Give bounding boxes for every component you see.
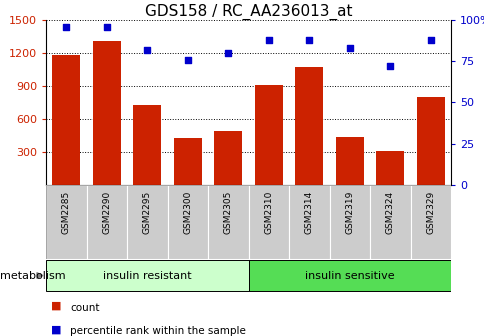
Text: GSM2324: GSM2324	[385, 191, 394, 234]
Point	[264, 37, 272, 43]
Title: GDS158 / RC_AA236013_at: GDS158 / RC_AA236013_at	[145, 4, 351, 20]
Text: ■: ■	[51, 325, 61, 335]
Text: GSM2310: GSM2310	[264, 191, 273, 234]
Point	[386, 64, 393, 69]
Text: ■: ■	[51, 301, 61, 311]
Bar	[214, 131, 242, 185]
Text: GSM2285: GSM2285	[61, 191, 71, 234]
Text: count: count	[70, 303, 100, 313]
Bar	[86, 185, 127, 259]
Bar	[133, 105, 161, 185]
Bar	[416, 97, 444, 185]
Bar	[46, 260, 248, 291]
Text: GSM2329: GSM2329	[425, 191, 435, 234]
Text: GSM2290: GSM2290	[102, 191, 111, 234]
Bar	[248, 260, 450, 291]
Bar	[248, 185, 288, 259]
Point	[62, 24, 70, 30]
Bar	[208, 185, 248, 259]
Point	[183, 57, 191, 62]
Bar	[52, 55, 80, 185]
Text: percentile rank within the sample: percentile rank within the sample	[70, 326, 246, 336]
Bar	[369, 185, 409, 259]
Text: GSM2300: GSM2300	[183, 191, 192, 234]
Point	[426, 37, 434, 43]
Bar	[335, 136, 363, 185]
Point	[143, 47, 151, 52]
Point	[305, 37, 313, 43]
Bar	[329, 185, 369, 259]
Text: GSM2319: GSM2319	[345, 191, 354, 234]
Bar	[173, 138, 201, 185]
Bar	[295, 67, 323, 185]
Bar	[127, 185, 167, 259]
Point	[345, 45, 353, 51]
Bar	[288, 185, 329, 259]
Text: metabolism: metabolism	[0, 270, 65, 281]
Bar	[46, 185, 86, 259]
Bar	[167, 185, 208, 259]
Bar	[376, 151, 404, 185]
Text: GSM2314: GSM2314	[304, 191, 313, 234]
Point	[103, 24, 110, 30]
Bar	[409, 185, 450, 259]
Point	[224, 50, 232, 56]
Text: GSM2295: GSM2295	[142, 191, 151, 234]
Text: insulin resistant: insulin resistant	[103, 270, 191, 281]
Text: GSM2305: GSM2305	[223, 191, 232, 234]
Bar	[254, 85, 282, 185]
Text: insulin sensitive: insulin sensitive	[304, 270, 394, 281]
Bar	[92, 41, 121, 185]
